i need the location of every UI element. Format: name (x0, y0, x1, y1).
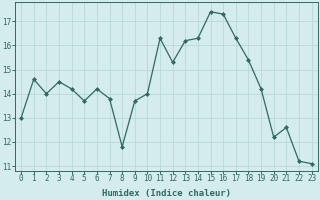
X-axis label: Humidex (Indice chaleur): Humidex (Indice chaleur) (102, 189, 231, 198)
